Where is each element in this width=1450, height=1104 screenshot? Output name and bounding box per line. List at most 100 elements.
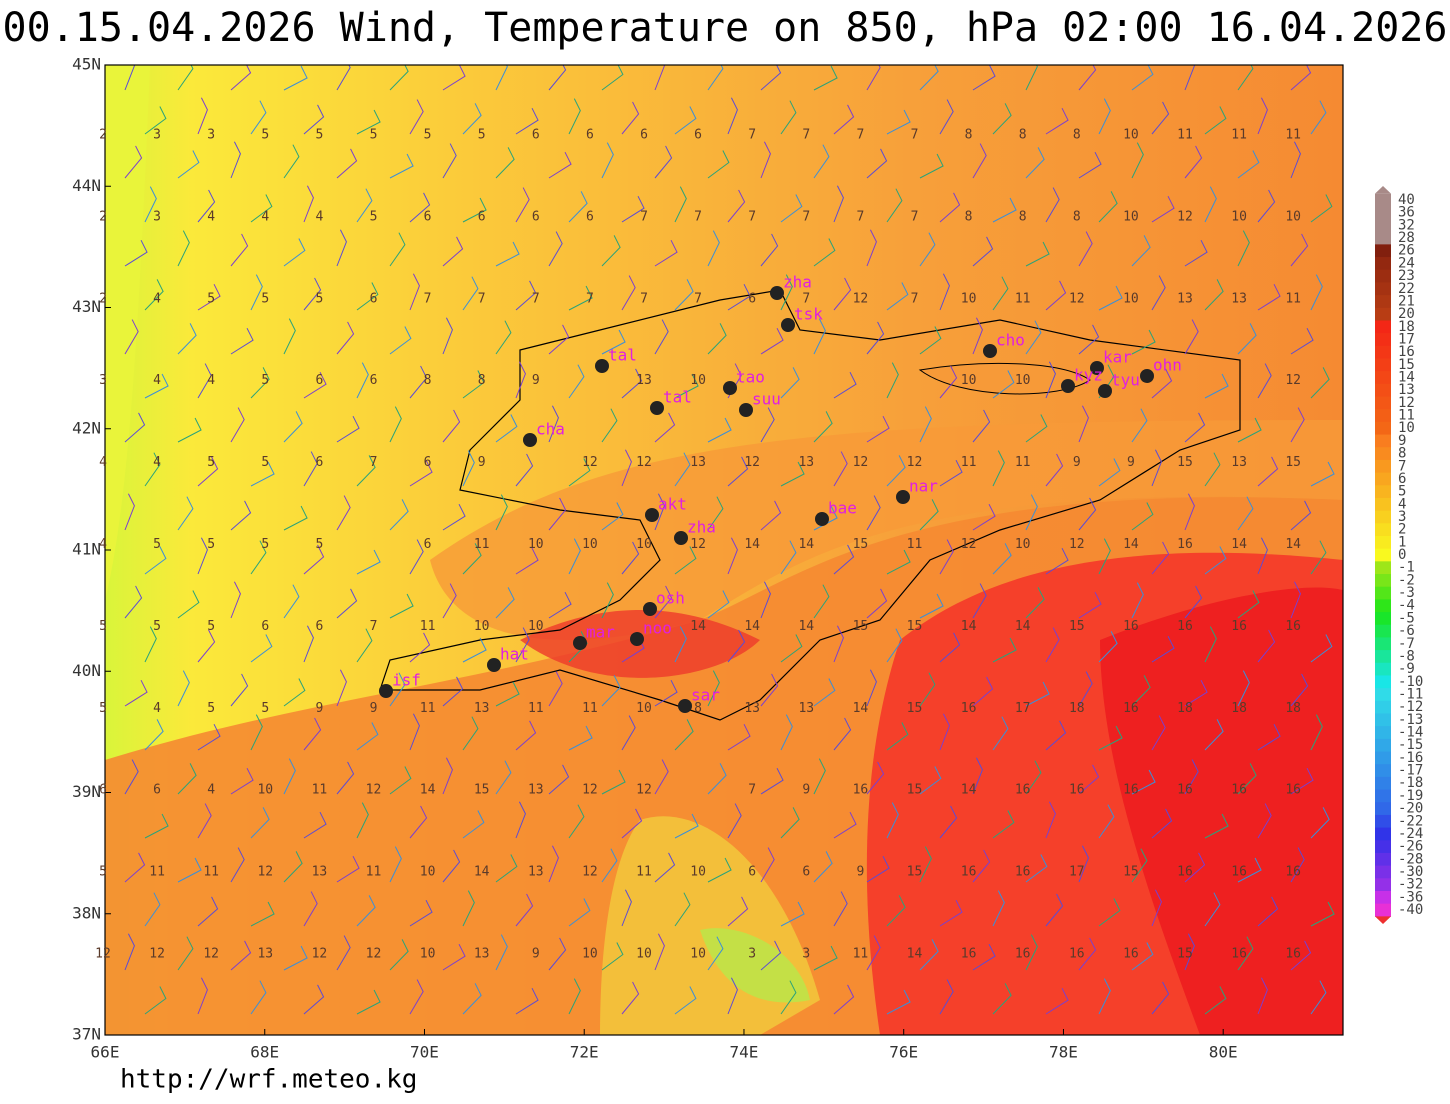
- wind-barb: [1078, 231, 1093, 267]
- temperature-label: 9: [802, 783, 810, 798]
- colorbar-cap: [1375, 916, 1391, 924]
- wind-barb: [1290, 141, 1301, 179]
- station-label: ohn: [1153, 356, 1182, 375]
- wind-barb: [919, 326, 942, 355]
- temperature-label: 15: [474, 783, 490, 798]
- colorbar-label: -32: [1398, 877, 1423, 893]
- wind-barb: [727, 456, 749, 487]
- wind-barb: [1098, 98, 1111, 135]
- colorbar-label: 1: [1398, 534, 1406, 550]
- station-label: sar: [691, 686, 720, 705]
- temperature-label: 12: [95, 947, 111, 962]
- wind-barb: [442, 143, 457, 179]
- temperature-label: 7: [856, 209, 864, 224]
- colorbar-label: 26: [1398, 243, 1415, 259]
- station-label: noo: [643, 619, 672, 638]
- wind-barb: [1344, 319, 1355, 354]
- wind-barb: [356, 989, 381, 1015]
- temperature-label: 9: [1127, 455, 1135, 470]
- wind-barb: [1151, 715, 1166, 751]
- wind-barb: [621, 889, 632, 927]
- wind-barb: [568, 364, 585, 399]
- wind-barb: [442, 503, 466, 531]
- temperature-label: 12: [853, 291, 869, 306]
- wind-barb: [230, 847, 245, 883]
- wind-barb: [515, 361, 526, 399]
- wind-barb: [939, 805, 958, 839]
- wind-barb: [1344, 145, 1359, 178]
- wind-barb: [886, 455, 906, 487]
- wind-barb: [144, 452, 161, 487]
- station-dot: [645, 508, 659, 522]
- wind-barb: [548, 231, 563, 267]
- temperature-label: 10: [1123, 209, 1139, 224]
- wind-barb: [303, 625, 314, 663]
- wind-barb: [1131, 235, 1151, 267]
- wind-barb: [442, 65, 466, 91]
- temperature-label: 12: [744, 455, 760, 470]
- colorbar-label: 36: [1398, 205, 1415, 221]
- temperature-label: 10: [1123, 128, 1139, 143]
- wind-barb: [919, 939, 939, 971]
- colorbar-cell: [1375, 802, 1391, 816]
- wind-barb: [833, 625, 844, 663]
- wind-barb: [1364, 626, 1373, 662]
- wind-barb: [389, 153, 414, 179]
- temperature-label: 5: [261, 373, 269, 388]
- temperature-label: 12: [636, 455, 652, 470]
- temperature-label: 4: [207, 783, 215, 798]
- temperature-label: 16: [1285, 783, 1301, 798]
- wind-barb: [389, 939, 409, 971]
- colorbar-label: -22: [1398, 813, 1423, 829]
- temperature-label: 7: [911, 209, 919, 224]
- colorbar-cell: [1375, 345, 1391, 359]
- wind-barb: [992, 983, 1012, 1015]
- colorbar-label: 6: [1398, 471, 1406, 487]
- wind-barb: [707, 230, 720, 267]
- temperature-label: 12: [582, 783, 598, 798]
- temperature-label: 10: [690, 373, 706, 388]
- wind-barb: [674, 106, 697, 135]
- wind-barb: [866, 495, 881, 531]
- temperature-label: 6: [586, 209, 594, 224]
- wind-barb: [1204, 452, 1221, 487]
- temperature-label: 6: [694, 128, 702, 143]
- temperature-label: 7: [694, 291, 702, 306]
- temperature-label: 10: [257, 783, 273, 798]
- wind-barb: [780, 274, 793, 311]
- colorbar-label: 13: [1398, 382, 1415, 398]
- colorbar-label: 0: [1398, 547, 1406, 563]
- wind-barb: [303, 544, 325, 575]
- wind-barb: [1131, 408, 1148, 443]
- wind-barb: [654, 759, 669, 795]
- wind-barb: [654, 933, 665, 971]
- wind-barb: [939, 899, 963, 927]
- temperature-label: 7: [802, 209, 810, 224]
- colorbar-cell: [1375, 510, 1391, 524]
- temperature-label: 7: [911, 291, 919, 306]
- wind-barb: [1131, 329, 1156, 355]
- y-tick-label: 38N: [72, 903, 101, 922]
- colorbar-label: -6: [1398, 623, 1415, 639]
- wind-barb: [780, 194, 803, 223]
- temperature-label: 7: [370, 455, 378, 470]
- wind-barb: [1025, 854, 1048, 883]
- wind-barb: [939, 979, 954, 1015]
- colorbar-label: -7: [1398, 636, 1415, 652]
- wind-barb: [886, 549, 911, 575]
- wind-barb: [1078, 764, 1100, 795]
- temperature-label: 17: [1069, 865, 1085, 880]
- wind-barb: [886, 722, 909, 751]
- temperature-label: 13: [636, 373, 652, 388]
- colorbar-cell: [1375, 637, 1391, 651]
- wind-barb: [1204, 986, 1227, 1015]
- temperature-label: 8: [478, 373, 486, 388]
- wind-barb: [1098, 285, 1123, 311]
- temperature-label: 5: [99, 865, 107, 880]
- wind-barb: [1204, 546, 1227, 575]
- colorbar-cell: [1375, 383, 1391, 398]
- temperature-label: 14: [1015, 619, 1031, 634]
- wind-barb: [1310, 461, 1335, 487]
- colorbar-cell: [1375, 561, 1391, 575]
